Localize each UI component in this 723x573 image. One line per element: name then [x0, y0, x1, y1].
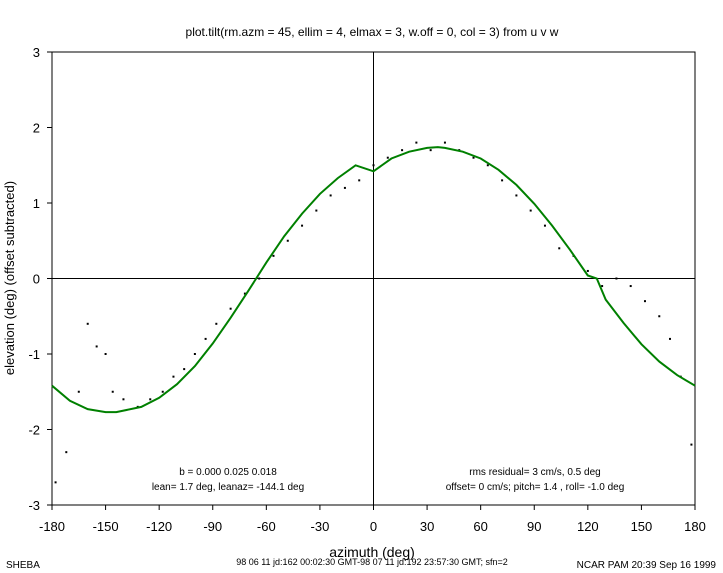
- y-axis-label: elevation (deg) (offset subtracted): [2, 181, 17, 375]
- scatter-point: [415, 141, 418, 144]
- chart-title: plot.tilt(rm.azm = 45, ellim = 4, elmax …: [186, 25, 559, 39]
- x-tick-label: 150: [631, 519, 653, 534]
- x-tick-label: 60: [473, 519, 487, 534]
- scatter-point: [443, 141, 446, 144]
- scatter-point: [629, 285, 632, 288]
- scatter-point: [429, 149, 432, 152]
- x-tick-label: 120: [577, 519, 599, 534]
- scatter-point: [111, 390, 114, 393]
- y-tick-label: -2: [28, 423, 40, 438]
- footer-time-range: 98 06 11 jd:162 00:02:30 GMT-98 07 11 jd…: [236, 557, 508, 567]
- scatter-point: [258, 277, 261, 280]
- scatter-point: [104, 353, 107, 355]
- x-axis-label: azimuth (deg): [329, 544, 415, 560]
- footer-credit: NCAR PAM 20:39 Sep 16 1999: [577, 560, 717, 571]
- scatter-point: [215, 322, 218, 325]
- scatter-point: [86, 322, 89, 325]
- scatter-point: [515, 194, 518, 197]
- annotation-rms: rms residual= 3 cm/s, 0.5 deg: [469, 467, 600, 478]
- scatter-point: [401, 149, 404, 152]
- footer-site: SHEBA: [6, 560, 40, 571]
- x-tick-label: -180: [39, 519, 65, 534]
- scatter-point: [286, 239, 289, 242]
- scatter-point: [529, 209, 532, 212]
- scatter-point: [501, 179, 504, 182]
- scatter-point: [486, 164, 489, 167]
- scatter-point: [95, 345, 98, 348]
- fit-curve: [51, 146, 696, 414]
- scatter-point: [149, 398, 152, 401]
- scatter-point: [54, 481, 57, 484]
- scatter-point: [543, 224, 546, 227]
- scatter-point: [65, 451, 68, 454]
- scatter-point: [558, 247, 561, 250]
- scatter-point: [122, 398, 125, 401]
- scatter-point: [472, 156, 475, 159]
- scatter-point: [615, 277, 618, 280]
- x-tick-label: -120: [146, 519, 172, 534]
- scatter-point: [343, 186, 346, 189]
- y-tick-label: 2: [33, 121, 40, 136]
- scatter-point: [586, 269, 589, 272]
- scatter-point: [229, 307, 232, 310]
- x-tick-label: 30: [420, 519, 434, 534]
- y-tick-label: 3: [33, 45, 40, 60]
- annotation-lean: lean= 1.7 deg, leanaz= -144.1 deg: [152, 482, 304, 493]
- scatter-point: [386, 156, 389, 159]
- fit-line: [51, 146, 696, 414]
- y-tick-label: 0: [33, 272, 40, 287]
- scatter-point: [172, 375, 175, 378]
- x-tick-label: 90: [527, 519, 541, 534]
- scatter-point: [315, 209, 318, 212]
- scatter-point: [301, 224, 304, 227]
- annotation-b: b = 0.000 0.025 0.018: [179, 467, 277, 478]
- annotation-offset: offset= 0 cm/s; pitch= 1.4 , roll= -1.0 …: [446, 482, 625, 493]
- y-tick-label: -1: [28, 347, 40, 362]
- scatter-point: [690, 443, 693, 446]
- scatter-point: [643, 300, 646, 303]
- y-tick-label: 1: [33, 196, 40, 211]
- scatter-point: [204, 337, 207, 340]
- scatter-point: [601, 285, 604, 288]
- scatter-point: [358, 179, 361, 182]
- scatter-point: [183, 368, 186, 371]
- scatter-points: [54, 141, 693, 484]
- scatter-point: [193, 353, 196, 355]
- x-tick-label: 180: [684, 519, 706, 534]
- x-tick-label: -90: [203, 519, 222, 534]
- scatter-point: [77, 390, 80, 393]
- scatter-point: [329, 194, 332, 197]
- scatter-point: [668, 337, 671, 340]
- x-tick-label: -30: [311, 519, 330, 534]
- scatter-point: [161, 390, 164, 393]
- x-tick-label: -150: [93, 519, 119, 534]
- y-axis-ticks: -3 -2 -1 0 1 2 3: [28, 45, 52, 513]
- y-tick-label: -3: [28, 498, 40, 513]
- zero-lines: [52, 52, 695, 505]
- scatter-point: [272, 254, 275, 257]
- scatter-point: [658, 315, 661, 318]
- x-tick-label: -60: [257, 519, 276, 534]
- scatter-point: [243, 292, 246, 295]
- scatter-point: [372, 164, 375, 167]
- x-tick-label: 0: [370, 519, 377, 534]
- x-axis-ticks: -180 -150 -120 -90 -60 -30 0 30 60 90 120 150 180: [39, 505, 706, 534]
